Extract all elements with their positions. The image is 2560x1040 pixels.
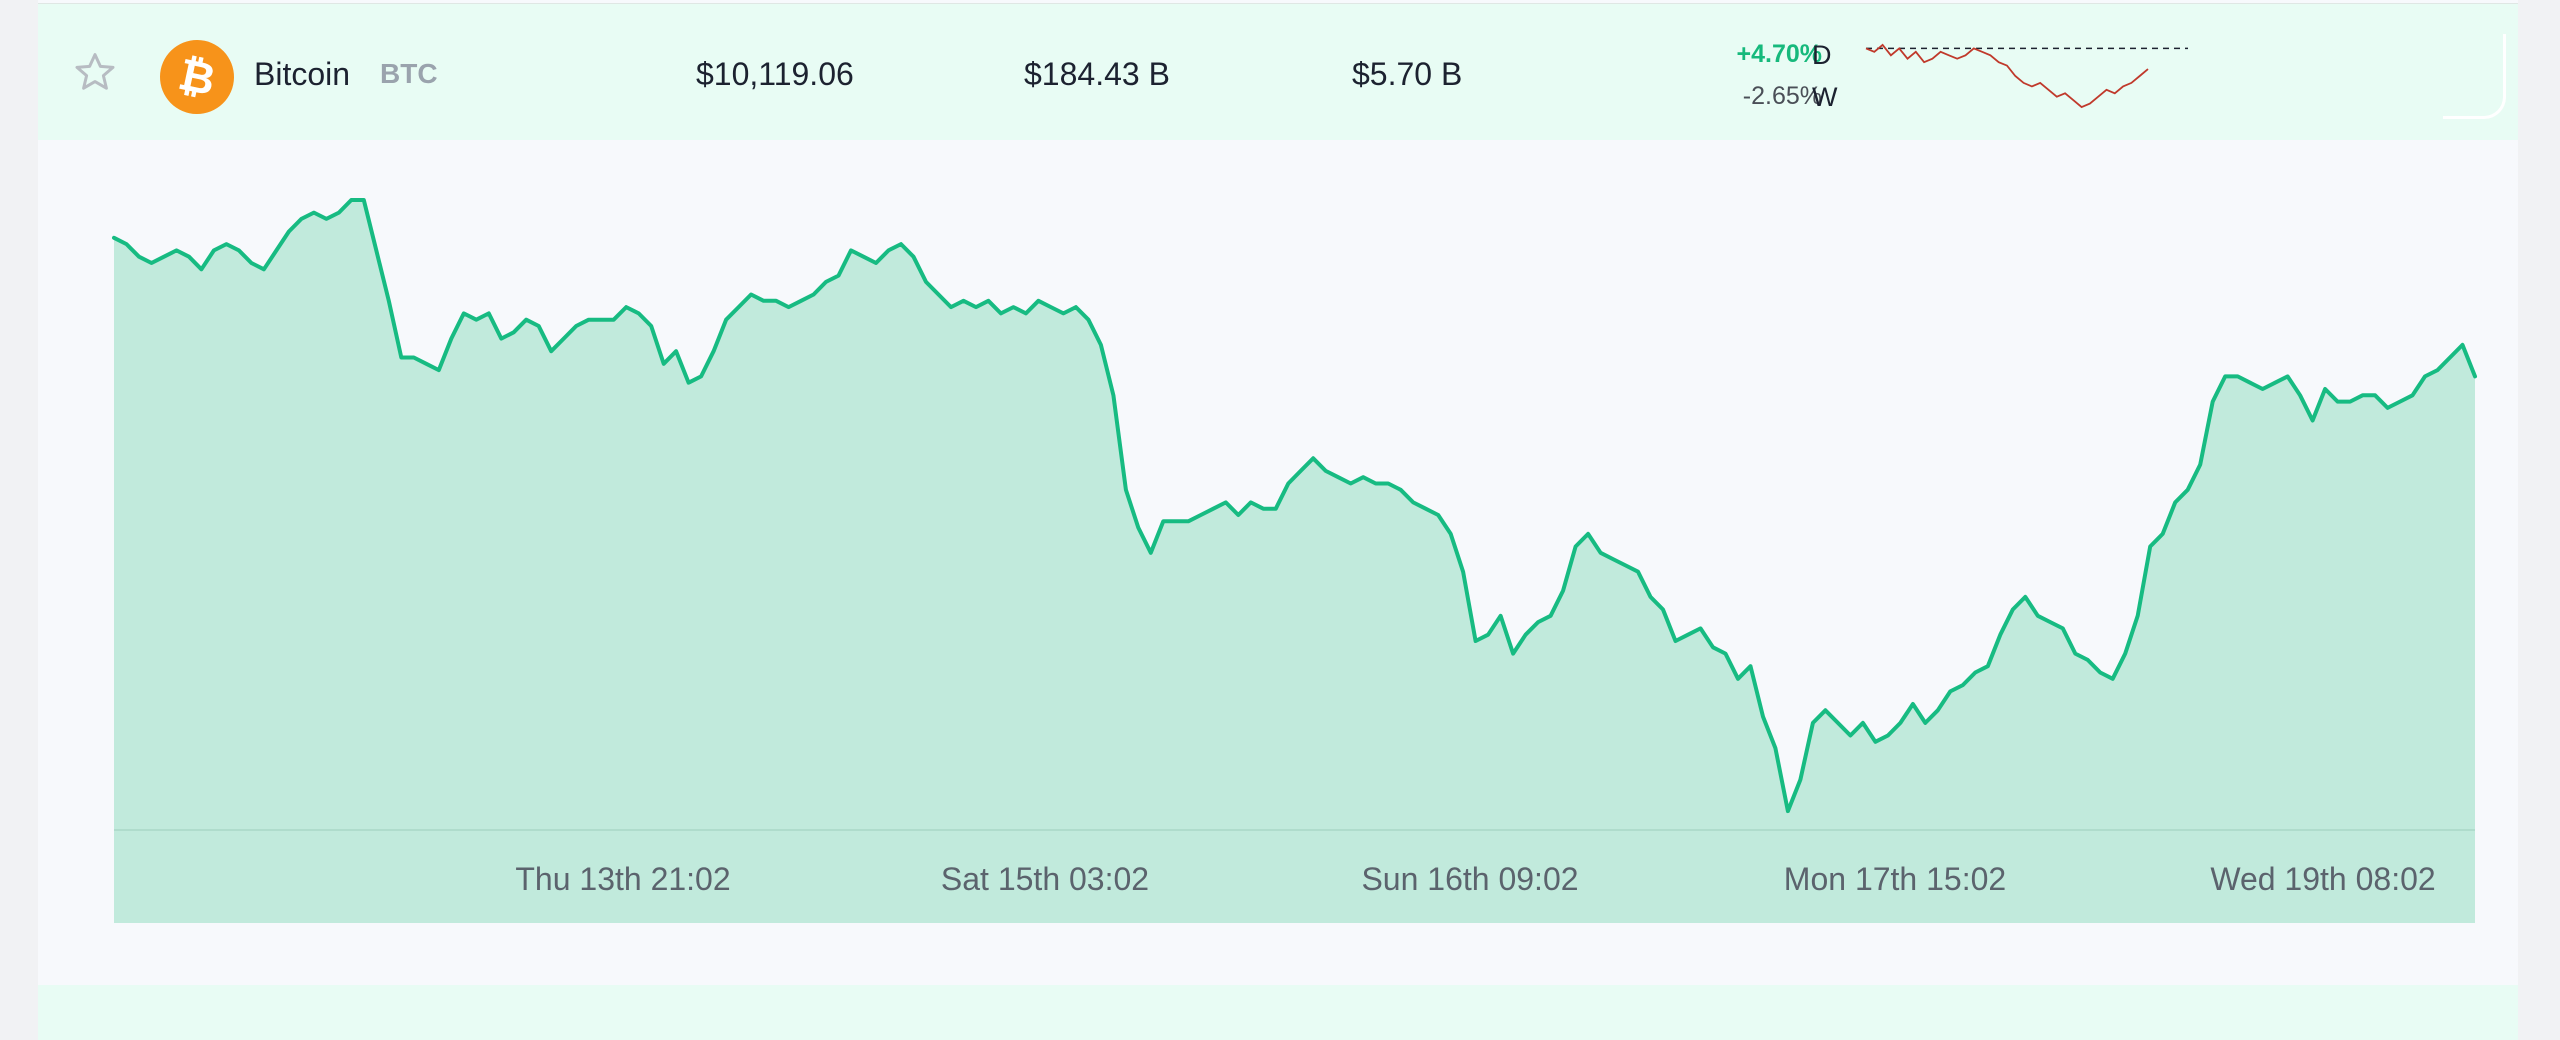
star-icon[interactable] — [71, 49, 119, 97]
volume-value: $5.70 B — [1352, 56, 1463, 92]
x-tick-label: Thu 13th 21:02 — [515, 861, 730, 897]
market-cap-value: $184.43 B — [1024, 56, 1170, 92]
period-week-label[interactable]: W — [1812, 82, 1838, 112]
price-line — [112, 198, 2477, 814]
x-tick-label: Wed 19th 08:02 — [2210, 861, 2435, 897]
period-day-label[interactable]: D — [1812, 40, 1832, 70]
mini-sparkline — [1865, 43, 2188, 109]
price-chart[interactable]: Thu 13th 21:02 Sat 15th 03:02 Sun 16th 09:… — [38, 140, 2518, 985]
change-day: +4.70% — [1736, 40, 1823, 68]
row-edge-decoration — [2443, 34, 2506, 119]
change-week: -2.65% — [1742, 82, 1822, 110]
coin-name[interactable]: Bitcoin — [254, 56, 351, 92]
area-chart[interactable]: Thu 13th 21:02 Sat 15th 03:02 Sun 16th 09:… — [38, 140, 2518, 985]
bitcoin-icon: ₿ — [153, 33, 241, 121]
area-fill — [114, 200, 2475, 923]
x-tick-label: Sat 15th 03:02 — [941, 861, 1149, 897]
x-tick-label: Mon 17th 15:02 — [1784, 861, 2006, 897]
x-tick-label: Sun 16th 09:02 — [1361, 861, 1578, 897]
coin-panel: ₿ Bitcoin BTC $10,119.06 $184.43 B $5.70… — [38, 0, 2518, 1040]
sparkline-line — [1865, 43, 2149, 109]
bottom-strip — [38, 985, 2518, 1040]
coin-symbol: BTC — [380, 58, 438, 89]
coin-row[interactable]: ₿ Bitcoin BTC $10,119.06 $184.43 B $5.70… — [38, 3, 2518, 141]
price-value: $10,119.06 — [696, 56, 854, 92]
